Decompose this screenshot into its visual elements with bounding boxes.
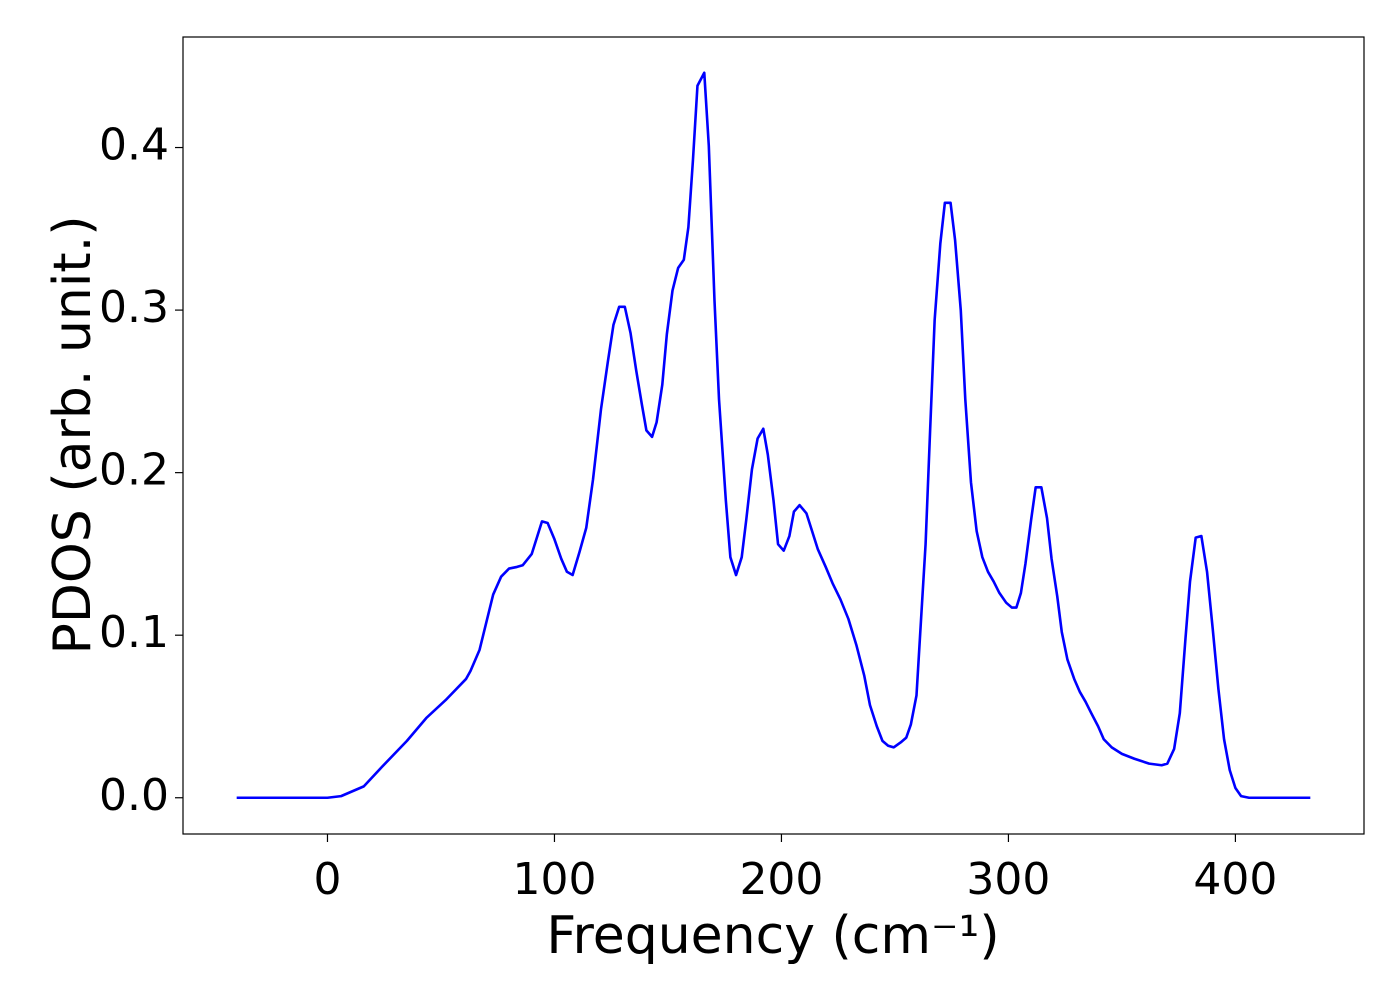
y-tick-label: 0.2 xyxy=(99,445,169,496)
x-tick-label: 0 xyxy=(313,854,341,905)
y-tick-label: 0.0 xyxy=(99,770,169,821)
x-axis-label: Frequency (cm⁻¹) xyxy=(546,906,999,966)
x-tick-label: 200 xyxy=(739,854,823,905)
y-tick-label: 0.3 xyxy=(99,282,169,333)
y-tick-label: 0.1 xyxy=(99,607,169,658)
x-tick-label: 100 xyxy=(512,854,596,905)
pdos-line xyxy=(236,71,1311,800)
x-tick-label: 300 xyxy=(966,854,1050,905)
x-tick-label: 400 xyxy=(1193,854,1277,905)
y-tick-label: 0.4 xyxy=(99,120,169,171)
plot-frame xyxy=(182,36,1365,835)
y-axis-label: PDOS (arb. unit.) xyxy=(43,215,103,654)
